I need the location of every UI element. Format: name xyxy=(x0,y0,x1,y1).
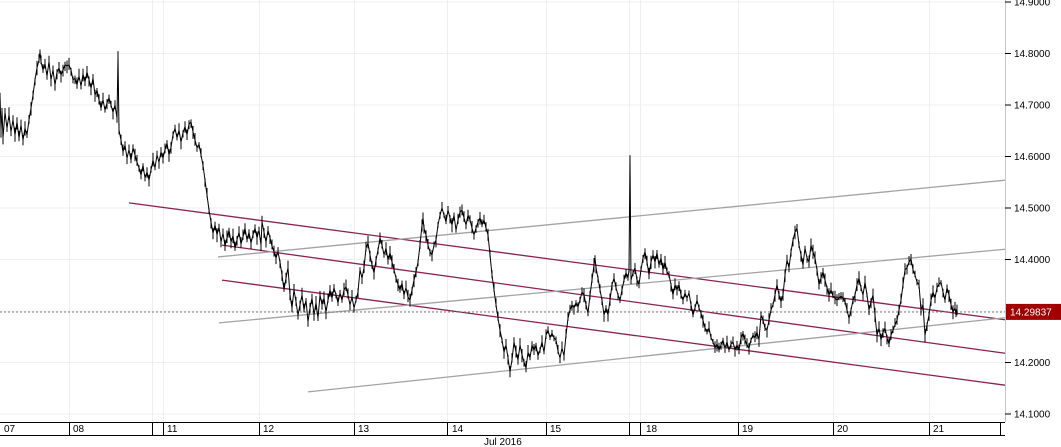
x-axis-label: 14 xyxy=(452,424,464,435)
current-price-text: 14.29837 xyxy=(1010,307,1052,318)
y-axis-label: 14.2000 xyxy=(1014,358,1051,369)
price-series xyxy=(0,49,958,378)
gray-trendline-1[interactable] xyxy=(217,179,1006,258)
x-axis-label: 07 xyxy=(4,424,16,435)
maroon-trendline-2[interactable] xyxy=(221,244,1006,354)
y-axis-label: 14.1000 xyxy=(1014,410,1051,421)
x-axis-label: 13 xyxy=(358,424,370,435)
price-bars xyxy=(0,49,958,378)
trendlines-layer[interactable] xyxy=(128,179,1006,393)
grid-layer xyxy=(0,0,1005,422)
current-price-box xyxy=(1006,303,1061,320)
y-axis-label: 14.5000 xyxy=(1014,204,1051,215)
gray-trendline-3[interactable] xyxy=(307,317,1006,393)
x-axis-label: 12 xyxy=(263,424,275,435)
current-price-badge: 14.29837 xyxy=(1006,303,1061,320)
month-label: Jul 2016 xyxy=(484,437,522,447)
x-axis-label: 08 xyxy=(73,424,85,435)
y-axis-label: 14.6000 xyxy=(1014,152,1051,163)
x-axis-label: 20 xyxy=(837,424,849,435)
price-line xyxy=(0,51,958,372)
axes-layer: 07 08 11 12 13 14 15 18 19 20 21 xyxy=(0,0,1006,436)
static-overlay: Jul 2016 xyxy=(484,437,522,447)
y-axis-label: 14.9000 xyxy=(1014,0,1051,9)
maroon-trendline-1[interactable] xyxy=(128,202,1006,321)
x-axis-label: 18 xyxy=(646,424,658,435)
price-scale[interactable]: 14.9000 14.8000 14.7000 14.6000 14.5000 14.40… xyxy=(1005,0,1051,421)
x-axis-label: 19 xyxy=(742,424,754,435)
x-axis-label: 15 xyxy=(550,424,562,435)
y-axis-label: 14.7000 xyxy=(1014,101,1051,112)
y-axis-label: 14.4000 xyxy=(1014,255,1051,266)
x-axis-label: 21 xyxy=(933,424,945,435)
y-axis-label: 14.8000 xyxy=(1014,49,1051,60)
x-axis-label: 11 xyxy=(167,424,178,435)
